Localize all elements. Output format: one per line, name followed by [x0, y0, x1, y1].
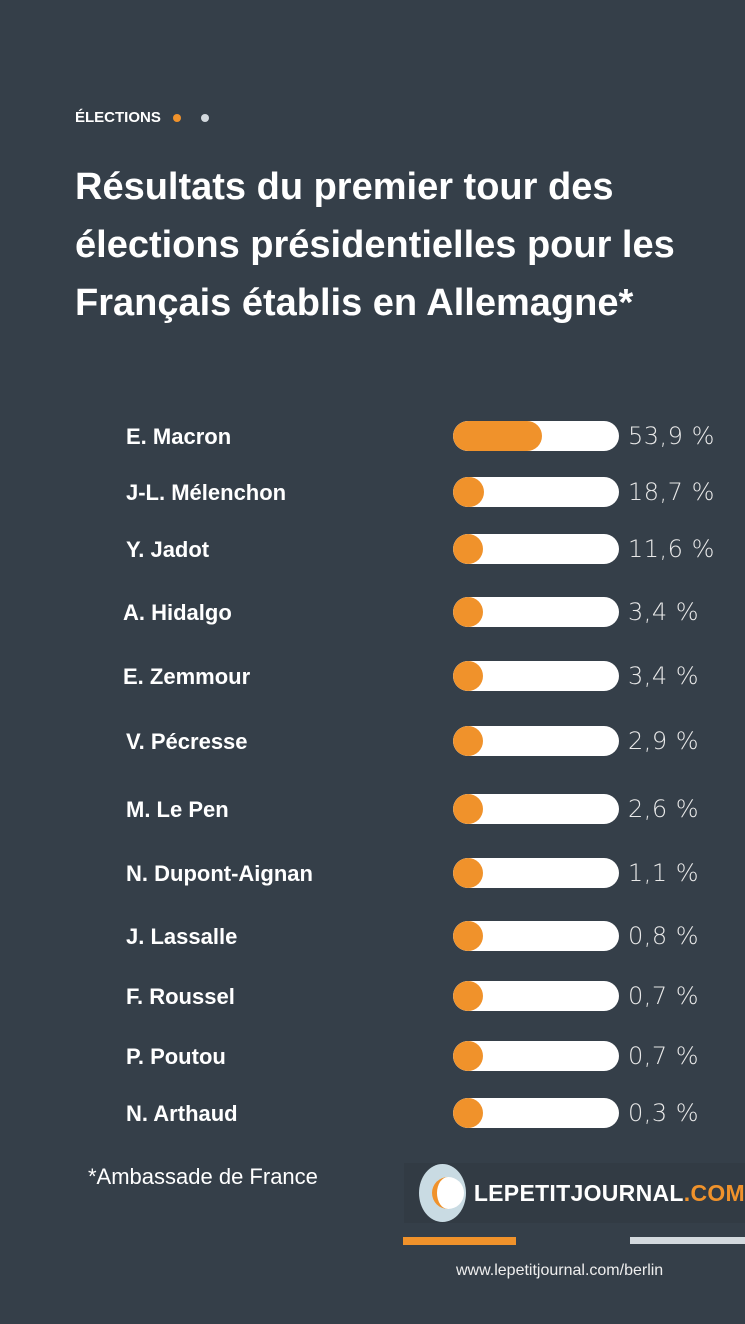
bar-track: [453, 1041, 619, 1071]
section-kicker: ÉLECTIONS: [75, 109, 209, 126]
bar-row: N. Arthaud 0,3 %: [0, 1098, 745, 1128]
candidate-name: N. Arthaud: [126, 1101, 238, 1126]
bar-fill: [453, 597, 483, 627]
bar-track: [453, 477, 619, 507]
website-url[interactable]: www.lepetitjournal.com/berlin: [456, 1262, 664, 1279]
bar-track: [453, 421, 619, 451]
bar-row: Y. Jadot 11,6 %: [0, 534, 745, 564]
kicker-label: ÉLECTIONS: [75, 109, 161, 126]
bar-track: [453, 921, 619, 951]
logo-name: LEPETITJOURNAL: [473, 1179, 684, 1206]
bar-row: E. Zemmour 3,4 %: [0, 661, 745, 691]
bar-fill: [453, 858, 483, 888]
bar-value-label: 3,4 %: [628, 598, 700, 626]
candidate-name: Y. Jadot: [126, 537, 210, 562]
bar-row: J-L. Mélenchon 18,7 %: [0, 477, 745, 507]
logo: LEPETITJOURNAL.COM: [404, 1163, 745, 1223]
bar-row: V. Pécresse 2,9 %: [0, 726, 745, 756]
bar-value-label: 18,7 %: [628, 478, 715, 506]
candidate-name: P. Poutou: [126, 1044, 226, 1069]
bar-row: P. Poutou 0,7 %: [0, 1041, 745, 1071]
bar-track: [453, 534, 619, 564]
orange-dot-icon: [172, 113, 181, 122]
bar-track: [453, 981, 619, 1011]
gray-divider: [630, 1237, 745, 1244]
bar-row: F. Roussel 0,7 %: [0, 981, 745, 1011]
bar-fill: [453, 726, 483, 756]
bar-value-label: 0,7 %: [628, 982, 700, 1010]
bar-track: [453, 858, 619, 888]
bar-row: N. Dupont-Aignan 1,1 %: [0, 858, 745, 888]
bar-fill: [453, 661, 483, 691]
bar-value-label: 2,6 %: [628, 795, 700, 823]
bar-fill: [453, 477, 485, 507]
bar-fill: [453, 981, 483, 1011]
bar-track: [453, 597, 619, 627]
bar-value-label: 1,1 %: [628, 859, 700, 887]
logo-text: LEPETITJOURNAL.COM: [474, 1180, 745, 1207]
bar-fill: [453, 1098, 483, 1128]
bar-track: [453, 661, 619, 691]
bar-value-label: 2,9 %: [628, 727, 700, 755]
source-note: *Ambassade de France: [88, 1164, 318, 1189]
bar-fill: [453, 921, 483, 951]
page-title: Résultats du premier tour des élections …: [75, 166, 675, 324]
bar-track: [453, 1098, 619, 1128]
candidate-name: A. Hidalgo: [123, 600, 232, 625]
bar-value-label: 3,4 %: [628, 662, 700, 690]
candidate-name: J. Lassalle: [126, 924, 238, 949]
bar-value-label: 0,7 %: [628, 1042, 700, 1070]
bar-track: [453, 726, 619, 756]
bar-fill: [453, 794, 483, 824]
gray-dot-icon: [200, 113, 209, 122]
candidate-name: E. Zemmour: [123, 664, 251, 689]
bar-track: [453, 794, 619, 824]
candidate-name: F. Roussel: [126, 984, 235, 1009]
bar-fill: [453, 421, 543, 451]
candidate-name: N. Dupont-Aignan: [126, 861, 313, 886]
bar-row: E. Macron 53,9 %: [0, 421, 745, 451]
bar-row: A. Hidalgo 3,4 %: [0, 597, 745, 627]
candidate-name: V. Pécresse: [126, 729, 248, 754]
bar-value-label: 53,9 %: [628, 422, 715, 450]
bar-fill: [453, 534, 483, 564]
bar-fill: [453, 1041, 483, 1071]
logo-mascot-icon: [419, 1164, 466, 1222]
logo-suffix: .COM: [683, 1179, 745, 1206]
bar-row: M. Le Pen 2,6 %: [0, 794, 745, 824]
candidate-name: M. Le Pen: [126, 797, 229, 822]
candidate-name: E. Macron: [126, 424, 232, 449]
bar-value-label: 11,6 %: [628, 535, 715, 563]
bar-value-label: 0,3 %: [628, 1099, 700, 1127]
orange-divider: [403, 1237, 516, 1245]
candidate-name: J-L. Mélenchon: [126, 480, 287, 505]
bar-row: J. Lassalle 0,8 %: [0, 921, 745, 951]
bar-value-label: 0,8 %: [628, 922, 700, 950]
